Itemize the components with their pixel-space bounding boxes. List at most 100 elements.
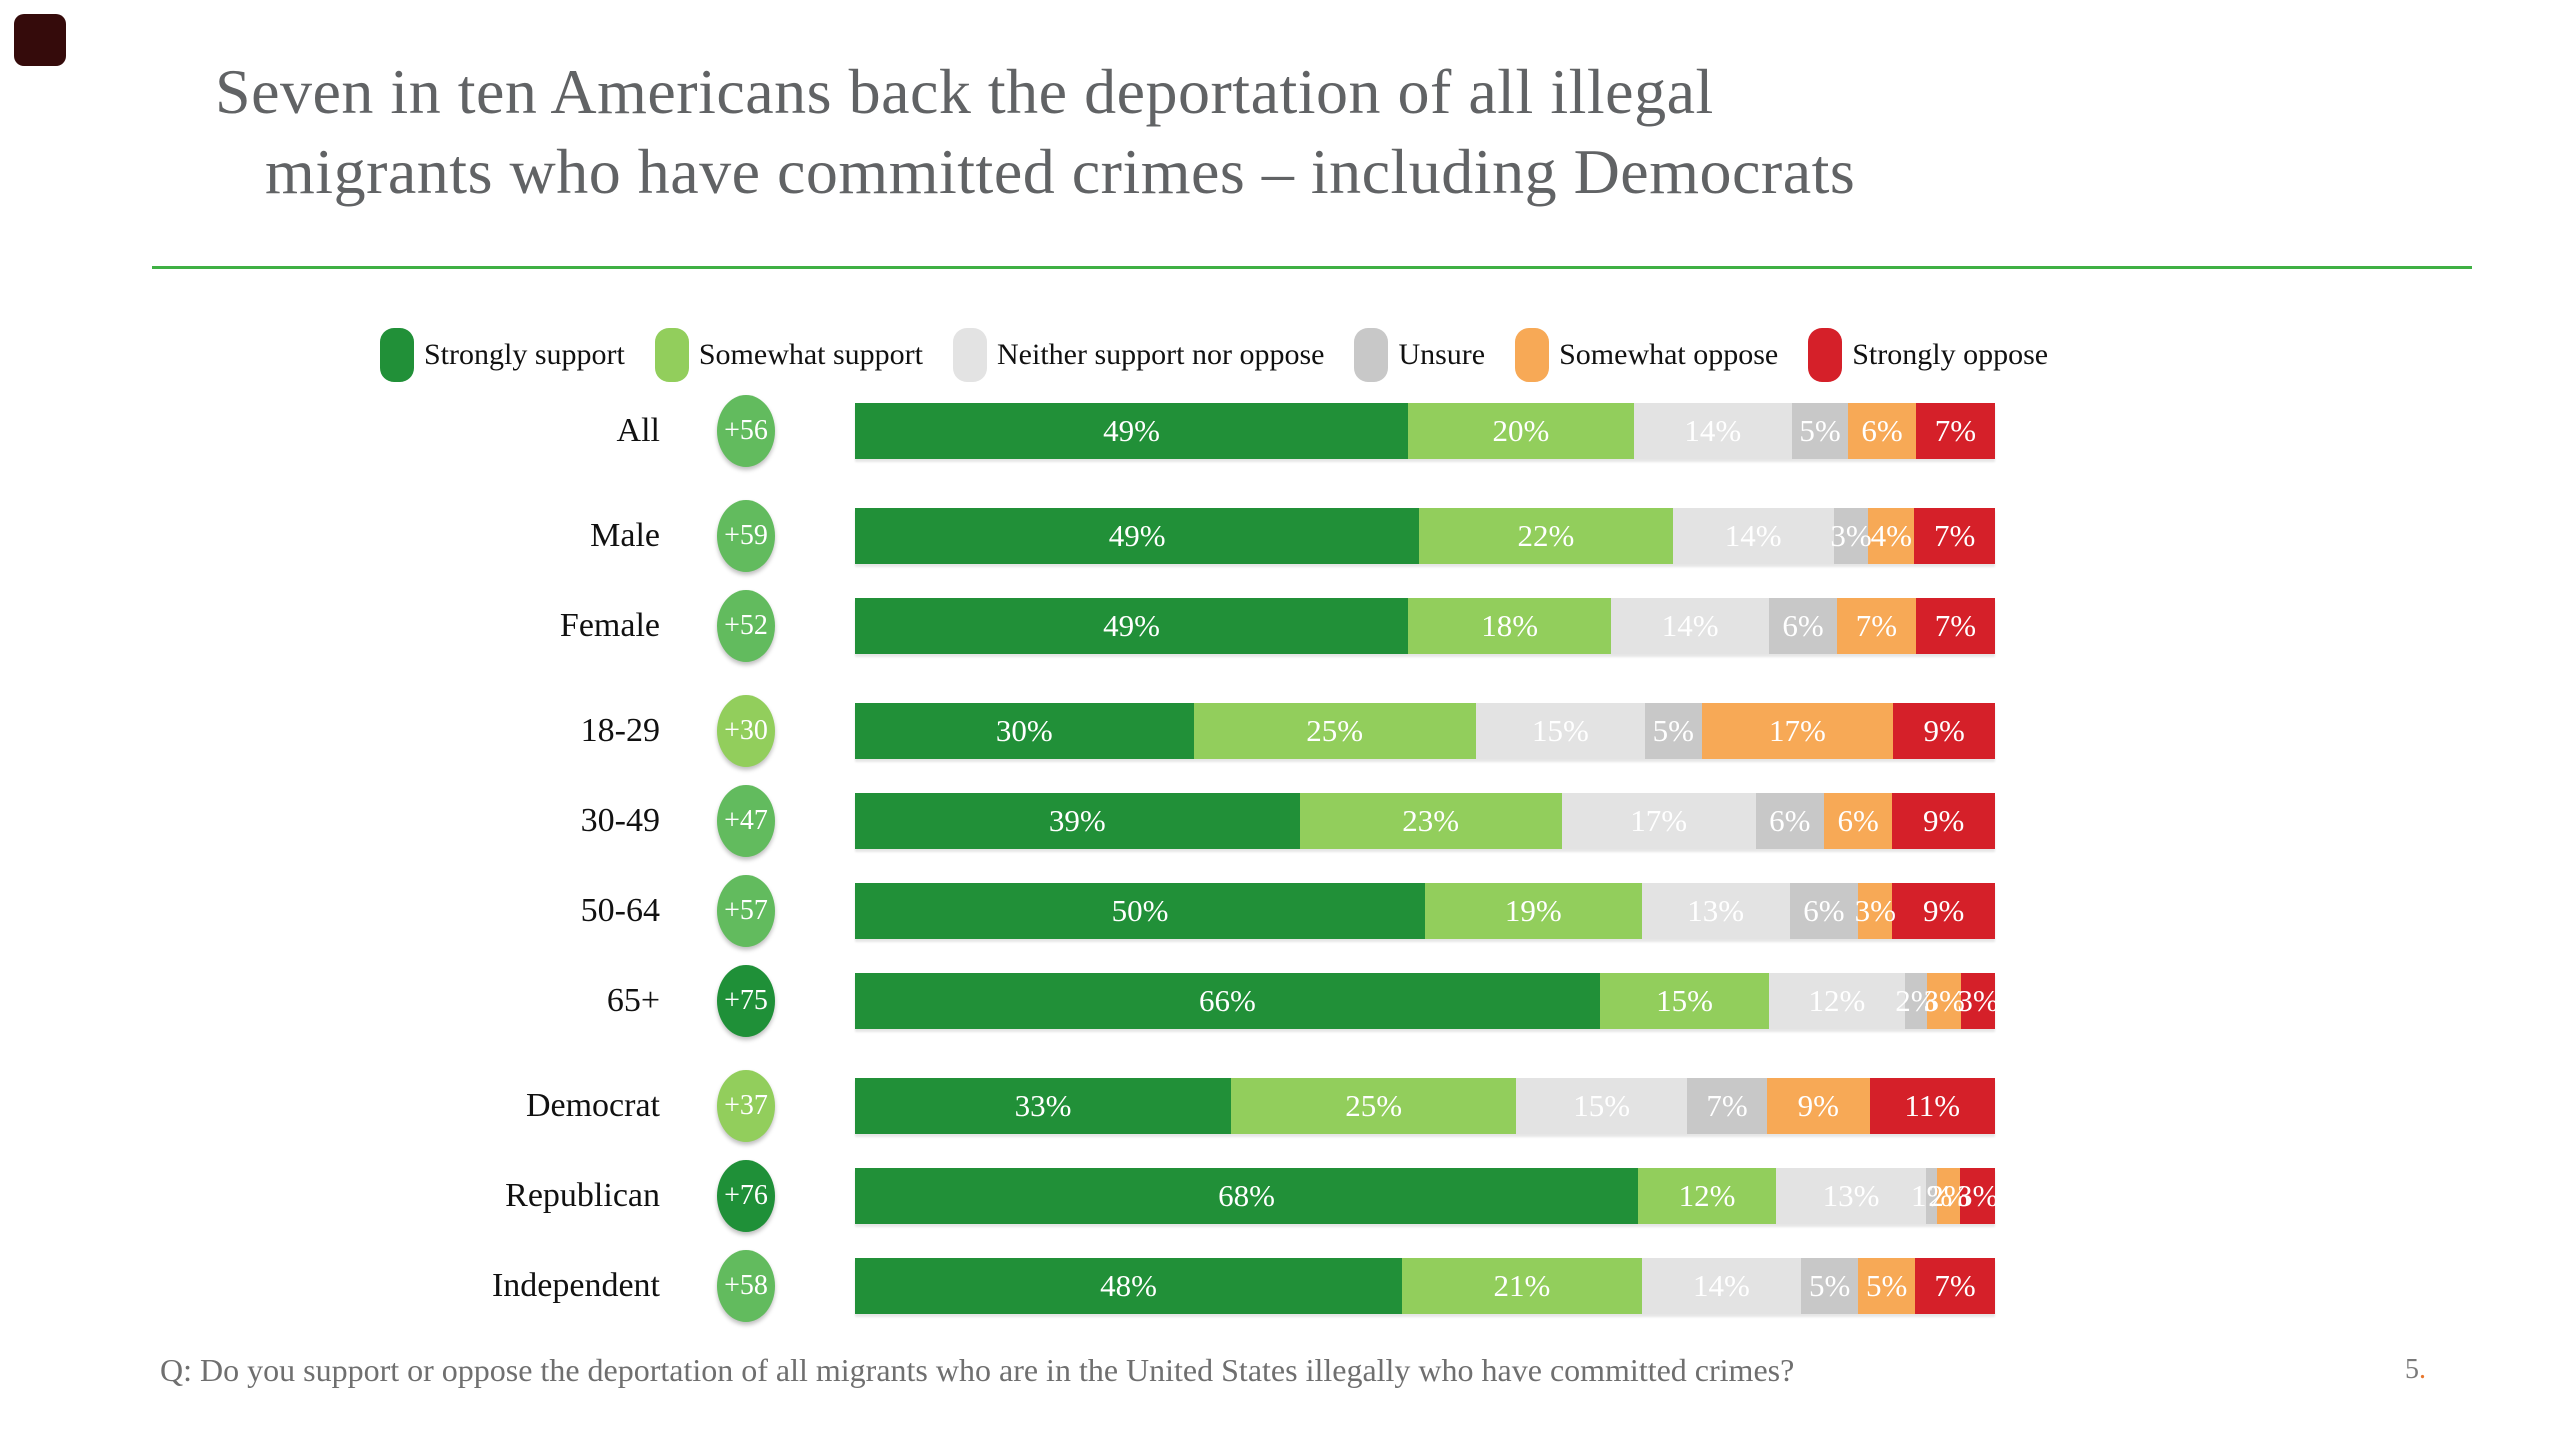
bar-segment: 7% xyxy=(1915,598,1995,654)
bar-segment-label: 6% xyxy=(1861,413,1903,448)
bar-segment: 6% xyxy=(1769,598,1837,654)
stacked-bar: 50% 19% 13% 6% 3% 9% xyxy=(855,883,1995,939)
bar-segment-label: 7% xyxy=(1933,518,1976,553)
bar-segment-label: 17% xyxy=(1630,803,1688,838)
net-support-badge: +75 xyxy=(717,965,775,1037)
legend-swatch-icon xyxy=(1808,328,1843,382)
stacked-bar: 49% 22% 14% 3% 4% 7% xyxy=(855,508,1995,564)
table-row: 30-49 +47 39% 23% 17% 6% 6% 9% xyxy=(0,776,2560,866)
legend-item: Neither support nor oppose xyxy=(953,328,1324,382)
legend-item: Strongly oppose xyxy=(1808,328,2048,382)
bar-segment-label: 25% xyxy=(1345,1088,1403,1123)
bar-segment-label: 49% xyxy=(1103,413,1160,448)
bar-segment: 25% xyxy=(1193,703,1476,759)
bar-segment: 33% xyxy=(855,1078,1232,1134)
table-row: Republican +76 68% 12% 13% 1% 2% 3% xyxy=(0,1151,2560,1241)
chart-legend: Strongly support Somewhat support Neither … xyxy=(380,322,2048,388)
bar-segment-label: 3% xyxy=(1957,983,1999,1018)
bar-segment: 15% xyxy=(1475,703,1646,759)
bar-segment: 3% xyxy=(1956,1168,1999,1224)
row-label: Republican xyxy=(505,1177,660,1214)
bar-segment: 6% xyxy=(1823,793,1893,849)
net-support-badge: +30 xyxy=(717,695,775,767)
legend-label: Strongly support xyxy=(424,338,625,371)
net-support-badge: +52 xyxy=(717,590,775,662)
legend-label: Strongly oppose xyxy=(1852,338,2049,371)
bar-segment: 5% xyxy=(1645,703,1702,759)
bar-segment: 9% xyxy=(1893,703,1995,759)
bar-segment: 14% xyxy=(1672,508,1834,564)
bar-segment: 50% xyxy=(855,883,1425,939)
row-label: Male xyxy=(590,517,660,554)
bar-segment-label: 6% xyxy=(1782,608,1824,643)
bar-segment-label: 3% xyxy=(1956,1178,1999,1213)
bar-segment-label: 14% xyxy=(1692,1268,1750,1303)
bar-segment-label: 4% xyxy=(1870,518,1912,553)
row-label: Female xyxy=(559,607,660,644)
bar-segment: 21% xyxy=(1402,1258,1642,1314)
bar-segment-label: 6% xyxy=(1803,893,1845,928)
bar-segment-label: 5% xyxy=(1652,713,1694,748)
bar-segment: 48% xyxy=(855,1258,1403,1314)
bar-segment-label: 1% xyxy=(1910,1178,1953,1213)
bar-segment: 3% xyxy=(1923,973,1965,1029)
row-label: Democrat xyxy=(525,1087,660,1124)
table-row: Male +59 49% 22% 14% 3% 4% 7% xyxy=(0,491,2560,581)
stacked-bar: 30% 25% 15% 5% 17% 9% xyxy=(855,703,1995,759)
legend-label: Somewhat support xyxy=(698,338,924,371)
net-support-badge: +47 xyxy=(717,785,775,857)
bar-segment-label: 13% xyxy=(1687,893,1745,928)
bar-segment-label: 7% xyxy=(1855,608,1898,643)
bar-segment-label: 12% xyxy=(1808,983,1866,1018)
legend-label: Neither support nor oppose xyxy=(997,338,1325,371)
bar-segment: 13% xyxy=(1776,1168,1926,1224)
bar-segment: 68% xyxy=(855,1168,1639,1224)
bar-segment-label: 5% xyxy=(1809,1268,1851,1303)
bar-segment: 6% xyxy=(1755,793,1824,849)
legend-swatch-icon xyxy=(654,328,689,382)
legend-item: Unsure xyxy=(1354,328,1485,382)
bar-segment-label: 12% xyxy=(1678,1178,1736,1213)
table-row: 18-29 +30 30% 25% 15% 5% 17% 9% xyxy=(0,686,2560,776)
bar-segment-label: 49% xyxy=(1103,608,1160,643)
bar-segment: 25% xyxy=(1231,1078,1517,1134)
bar-segment-label: 15% xyxy=(1656,983,1713,1018)
bar-segment: 3% xyxy=(1957,973,1999,1029)
bar-segment: 5% xyxy=(1791,403,1849,459)
bar-segment-label: 18% xyxy=(1481,608,1539,643)
bar-segment-label: 7% xyxy=(1934,1268,1976,1303)
bar-segment-label: 33% xyxy=(1014,1088,1072,1123)
legend-item: Somewhat support xyxy=(654,328,924,382)
bar-segment-label: 7% xyxy=(1934,608,1977,643)
bar-segment: 49% xyxy=(855,598,1409,654)
stacked-bar: 48% 21% 14% 5% 5% 7% xyxy=(855,1258,1995,1314)
table-row: All +56 49% 20% 14% 5% 6% 7% xyxy=(0,386,2560,476)
table-row: Female +52 49% 18% 14% 6% 7% 7% xyxy=(0,581,2560,671)
net-support-badge: +56 xyxy=(717,395,775,467)
table-row: Democrat +37 33% 25% 15% 7% 9% 11% xyxy=(0,1061,2560,1151)
bar-segment: 14% xyxy=(1641,1258,1802,1314)
bar-segment: 13% xyxy=(1641,883,1790,939)
legend-label: Unsure xyxy=(1398,338,1486,371)
corner-logo xyxy=(14,14,66,66)
page-number-value: 5 xyxy=(2405,1354,2419,1385)
bar-segment: 20% xyxy=(1408,403,1634,459)
legend-swatch-icon xyxy=(1354,328,1389,382)
bar-segment-label: 68% xyxy=(1218,1178,1275,1213)
bar-segment-label: 48% xyxy=(1100,1268,1158,1303)
bar-segment: 12% xyxy=(1638,1168,1777,1224)
row-label: Independent xyxy=(491,1267,660,1304)
legend-item: Somewhat oppose xyxy=(1515,328,1778,382)
bar-segment: 1% xyxy=(1911,1168,1952,1224)
legend-swatch-icon xyxy=(380,328,414,382)
page-title-line1: Seven in ten Americans back the deportat… xyxy=(215,56,1714,127)
bar-segment: 17% xyxy=(1701,703,1894,759)
net-support-badge: +58 xyxy=(717,1250,775,1322)
title-divider xyxy=(152,266,2472,269)
bar-segment-label: 14% xyxy=(1661,608,1719,643)
bar-segment-label: 14% xyxy=(1684,413,1742,448)
bar-segment-label: 9% xyxy=(1922,803,1965,838)
legend-swatch-icon xyxy=(1515,328,1550,382)
legend-label: Somewhat oppose xyxy=(1559,338,1779,371)
bar-segment-label: 19% xyxy=(1504,893,1562,928)
